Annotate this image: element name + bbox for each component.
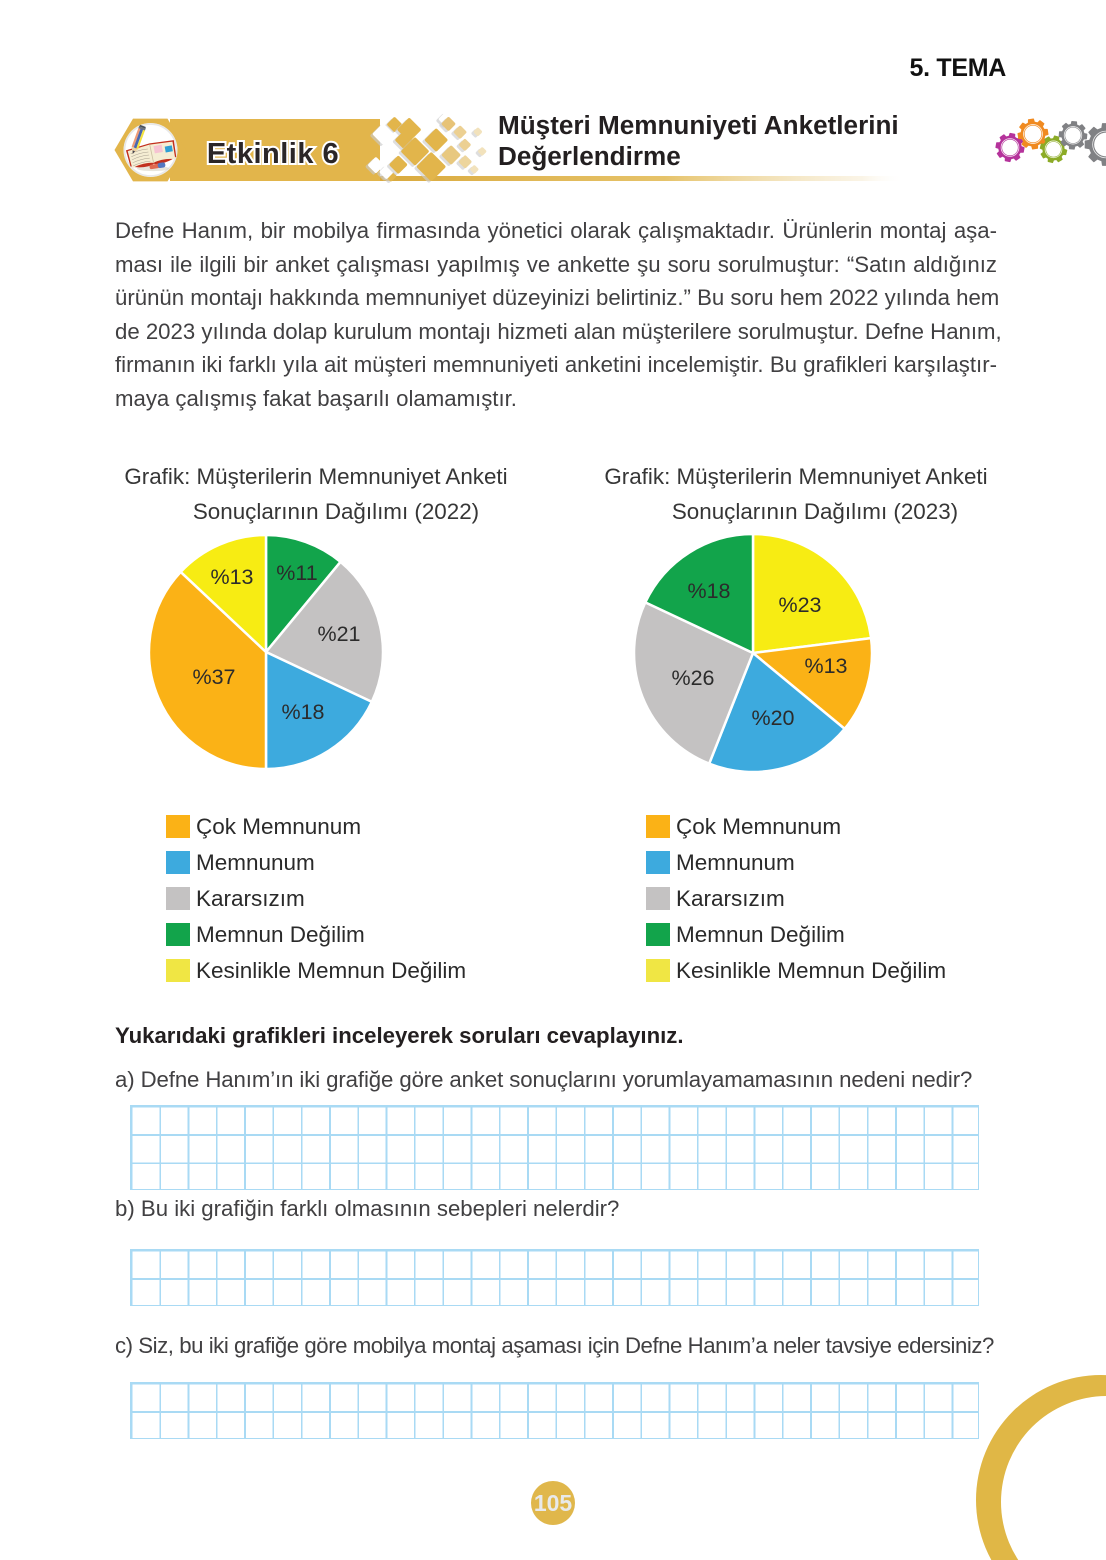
svg-text:%37: %37 (192, 665, 235, 689)
svg-text:Etkinlik 6: Etkinlik 6 (207, 138, 339, 170)
svg-text:%18: %18 (687, 579, 730, 603)
svg-text:%20: %20 (751, 706, 794, 730)
svg-text:%23: %23 (778, 593, 821, 617)
svg-text:%18: %18 (281, 700, 324, 724)
svg-text:%13: %13 (804, 654, 847, 678)
svg-text:%13: %13 (210, 565, 253, 589)
svg-text:%26: %26 (671, 666, 714, 690)
svg-text:%11: %11 (276, 561, 317, 585)
svg-text:%21: %21 (317, 622, 360, 646)
